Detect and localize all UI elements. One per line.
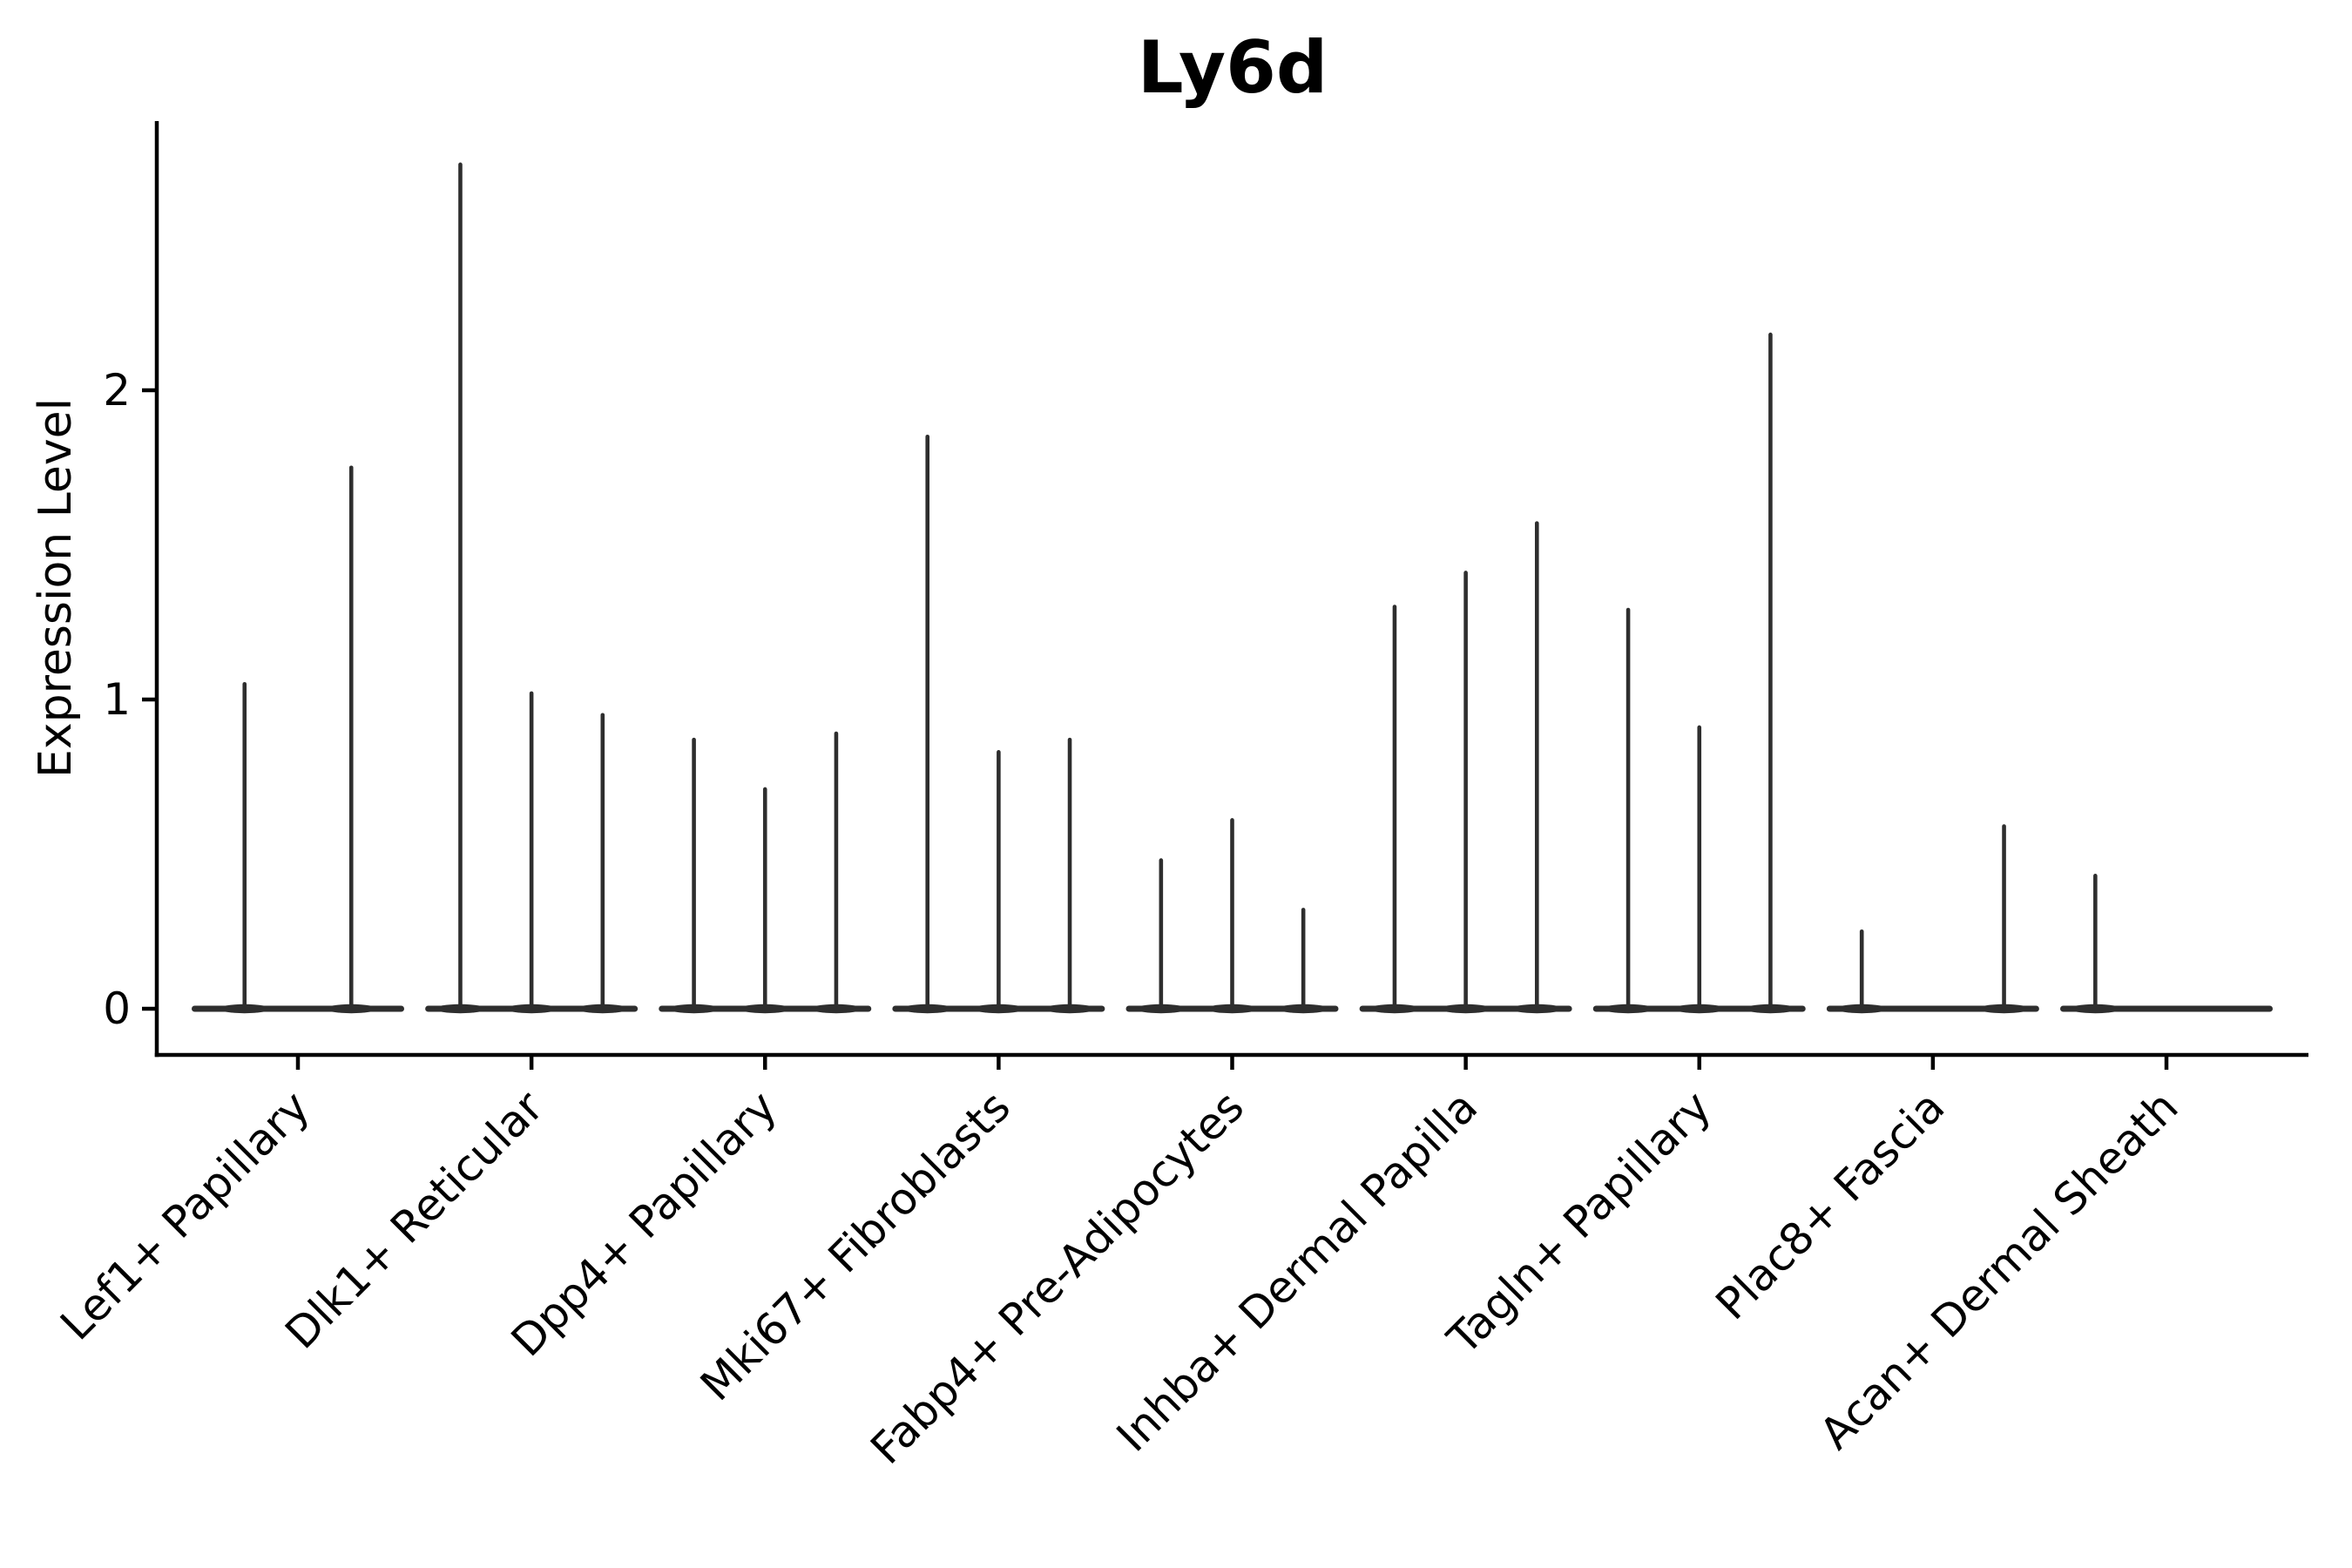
x-axis-label: Lef1+ Papillary [51,1081,319,1349]
chart-title: Ly6d [1137,25,1328,110]
x-axis-label: Dlk1+ Reticular [275,1081,552,1358]
y-tick-label: 0 [103,983,131,1034]
y-tick-label: 1 [103,674,131,725]
x-axis-label: Fabp4+ Pre-Adipocytes [861,1081,1254,1474]
y-tick-label: 2 [103,365,131,416]
x-axis-label: Plac8+ Fascia [1707,1081,1955,1329]
